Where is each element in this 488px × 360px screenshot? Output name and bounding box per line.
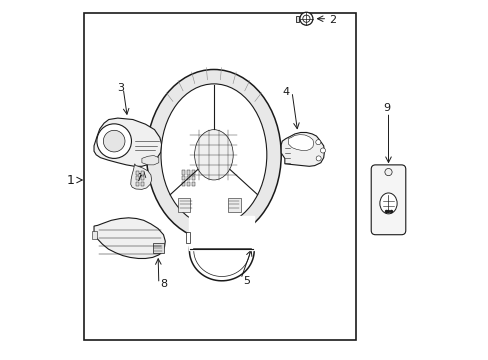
Bar [186, 182, 190, 186]
Bar [191, 170, 195, 175]
Text: 5: 5 [242, 276, 249, 286]
Bar [141, 176, 144, 180]
Bar [152, 243, 163, 253]
Ellipse shape [146, 69, 281, 240]
Bar [186, 170, 190, 175]
Polygon shape [228, 198, 241, 212]
Circle shape [302, 15, 309, 22]
Ellipse shape [379, 193, 396, 214]
Polygon shape [288, 135, 313, 150]
Polygon shape [176, 164, 200, 192]
Bar [136, 171, 139, 175]
Text: 3: 3 [117, 83, 123, 93]
Bar [181, 176, 185, 180]
Text: 9: 9 [383, 103, 389, 113]
Text: 7: 7 [135, 173, 142, 183]
Ellipse shape [161, 84, 266, 226]
FancyBboxPatch shape [370, 165, 405, 235]
Text: 6: 6 [203, 173, 210, 183]
Circle shape [103, 130, 125, 152]
Circle shape [315, 140, 320, 145]
Circle shape [97, 124, 131, 158]
Circle shape [299, 12, 312, 25]
Polygon shape [281, 132, 324, 166]
Circle shape [316, 156, 321, 161]
Bar [295, 16, 299, 22]
Polygon shape [142, 156, 159, 165]
Bar [91, 231, 97, 239]
Polygon shape [130, 164, 151, 189]
Bar [181, 170, 185, 175]
Text: 8: 8 [160, 279, 167, 289]
Polygon shape [94, 118, 162, 166]
Ellipse shape [194, 130, 233, 180]
Bar [141, 182, 144, 186]
Circle shape [320, 148, 325, 153]
Bar [191, 176, 195, 180]
Bar [136, 176, 139, 180]
Polygon shape [185, 232, 190, 243]
Bar [189, 216, 254, 250]
Bar [186, 176, 190, 180]
Bar [136, 182, 139, 186]
Bar [84, 13, 355, 340]
Text: 1: 1 [67, 174, 75, 186]
Bar [191, 182, 195, 186]
Bar [141, 171, 144, 175]
Circle shape [384, 168, 391, 176]
Bar [181, 182, 185, 186]
Text: 4: 4 [282, 87, 289, 97]
Text: 2: 2 [328, 15, 336, 25]
Polygon shape [94, 218, 165, 258]
Polygon shape [178, 198, 190, 212]
Polygon shape [189, 220, 254, 281]
